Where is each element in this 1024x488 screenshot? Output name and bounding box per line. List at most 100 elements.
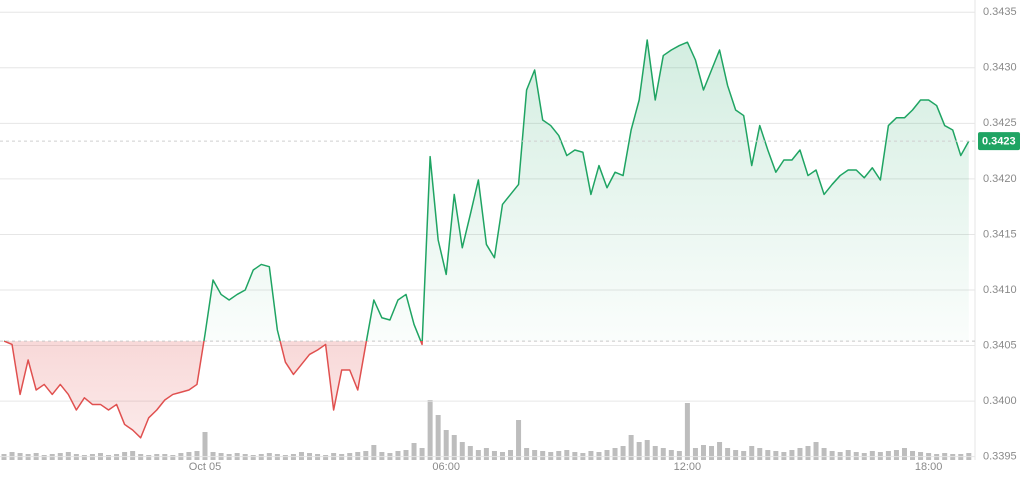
area-fill (4, 40, 969, 438)
volume-bar (877, 452, 883, 460)
volume-bar (910, 451, 916, 460)
x-tick-label: Oct 05 (189, 461, 221, 473)
volume-bar (146, 455, 152, 460)
volume-bar (9, 452, 15, 460)
volume-bar (612, 448, 618, 460)
volume-bar (749, 446, 755, 460)
volume-bar (692, 448, 698, 460)
volume-bar (508, 450, 514, 460)
volume-bar (427, 400, 433, 460)
volume-bar (459, 442, 465, 460)
volume-bar (202, 432, 208, 460)
volume-bar (130, 451, 136, 460)
volume-bar (355, 452, 361, 460)
volume-bar (403, 450, 409, 460)
volume-bar (282, 455, 288, 460)
volume-bar (524, 448, 530, 460)
volume-bar (709, 446, 715, 460)
volume-bar (781, 452, 787, 460)
volume-bar (684, 403, 690, 460)
y-tick-label: 0.3430 (983, 62, 1017, 74)
volume-bar (540, 451, 546, 460)
y-tick-label: 0.3400 (983, 395, 1017, 407)
volume-bar (475, 450, 481, 460)
y-tick-label: 0.3415 (983, 228, 1017, 240)
volume-bar (106, 455, 112, 460)
volume-bar (813, 442, 819, 460)
volume-bar (483, 448, 489, 460)
volume-bar (467, 446, 473, 460)
volume-bar (81, 455, 87, 460)
volume-bar (805, 446, 811, 460)
volume-bar (564, 450, 570, 460)
volume-bar (733, 450, 739, 460)
volume-bar (885, 451, 891, 460)
y-tick-label: 0.3425 (983, 117, 1017, 129)
volume-bar (443, 430, 449, 460)
volume-bar (789, 450, 795, 460)
volume-bar (363, 451, 369, 460)
y-tick-label: 0.3395 (983, 451, 1017, 463)
volume-bar (652, 446, 658, 460)
y-tick-label: 0.3410 (983, 284, 1017, 296)
volume-bar (628, 435, 634, 460)
volume-bar (700, 445, 706, 460)
axis-layer: 0.3395 0.3400 0.3405 0.3410 0.3415 0.3420 0.34… (189, 6, 1020, 473)
volume-bar (829, 451, 835, 460)
volume-bar (41, 455, 47, 460)
volume-bar (757, 448, 763, 460)
volume-bar (298, 452, 304, 460)
volume-bar (170, 455, 176, 460)
volume-bar (250, 455, 256, 460)
volume-bar (668, 450, 674, 460)
volume-bar (869, 451, 875, 460)
volume-bar (821, 448, 827, 460)
volume-bar (499, 452, 505, 460)
volume-bar (893, 450, 899, 460)
volume-bar (451, 435, 457, 460)
y-tick-label: 0.3420 (983, 173, 1017, 185)
volume-bar (636, 442, 642, 460)
volume-bar (435, 415, 441, 460)
volume-bar (845, 450, 851, 460)
volume-bar (588, 451, 594, 460)
last-price-box (978, 132, 1020, 151)
volume-bar (725, 448, 731, 460)
volume-bar (122, 452, 128, 460)
volume-bar (660, 448, 666, 460)
volume-bar (419, 448, 425, 460)
y-tick-label: 0.3405 (983, 339, 1017, 351)
volume-bar (837, 452, 843, 460)
volume-bar (532, 450, 538, 460)
volume-bar (644, 440, 650, 460)
price-line (3, 39, 970, 439)
x-tick-label: 12:00 (674, 461, 702, 473)
volume-bar (717, 442, 723, 460)
volume-bar (596, 452, 602, 460)
volume-bar (194, 451, 200, 460)
volume-bar (65, 452, 71, 460)
volume-bar (901, 448, 907, 460)
volume-bar (572, 452, 578, 460)
volume-bar (395, 451, 401, 460)
y-tick-label: 0.3435 (983, 6, 1017, 18)
volume-bar (620, 446, 626, 460)
volume-bar (210, 452, 216, 460)
volume-bar (797, 448, 803, 460)
volume-bar (186, 452, 192, 460)
volume-bar (411, 443, 417, 460)
volume-bar (765, 450, 771, 460)
volume-bar (918, 452, 924, 460)
volume-bar (491, 451, 497, 460)
last-price-label: 0.3423 (982, 136, 1016, 148)
volume-bar (548, 452, 554, 460)
volume-bar (773, 451, 779, 460)
volume-bar (556, 451, 562, 460)
volume-bar (379, 452, 385, 460)
volume-bar (516, 420, 522, 460)
volume-bar (371, 445, 377, 460)
volume-bar (604, 450, 610, 460)
volume-bar (323, 455, 329, 460)
